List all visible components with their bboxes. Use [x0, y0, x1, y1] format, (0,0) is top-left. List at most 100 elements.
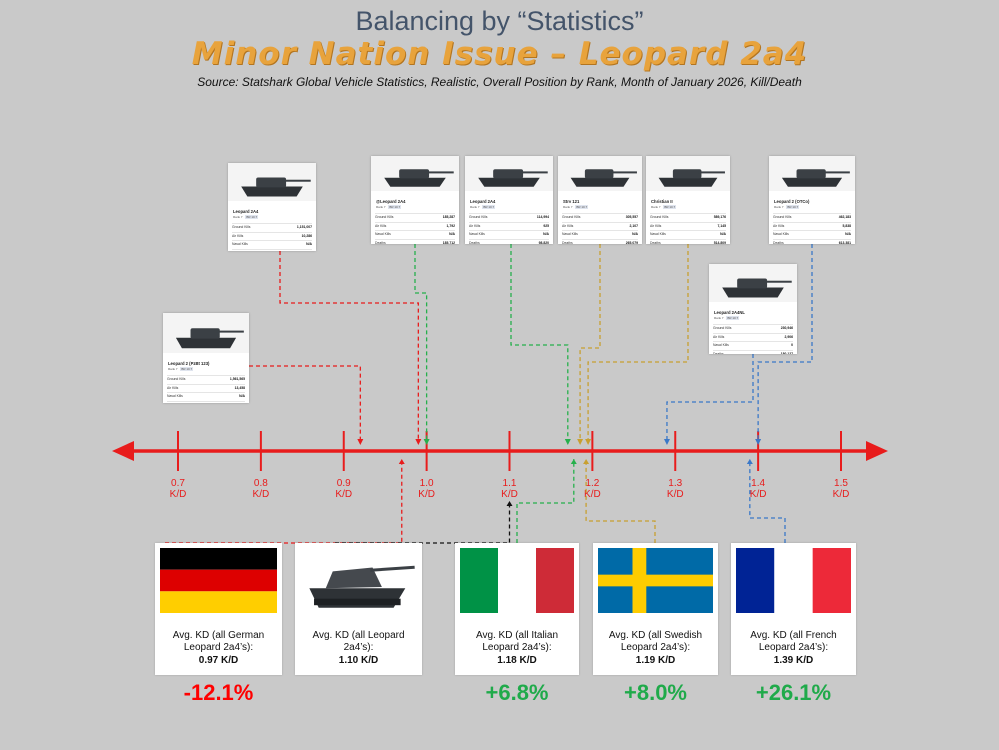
tank-image — [646, 156, 730, 191]
average-connector — [585, 459, 656, 543]
nation-card-italian: Avg. KD (all Italian Leopard 2a4’s): 1.1… — [455, 543, 579, 675]
stat-label: Ground Kills — [562, 215, 581, 219]
vehicle-name: @Leopard 2A4 — [376, 199, 406, 204]
connector-arrowhead — [423, 439, 430, 445]
br-badge: BR 10.7 — [388, 205, 402, 209]
average-arrowhead — [398, 459, 405, 464]
stat-value: N/A — [845, 232, 851, 236]
stat-row: Naval Kills 0 — [713, 341, 793, 350]
br-badge: BR 10.7 — [245, 215, 259, 219]
stat-value: N/A — [449, 232, 455, 236]
stat-row: Deaths 185,712 — [375, 238, 455, 245]
average-connector — [749, 459, 786, 543]
connector-arrowhead — [755, 439, 762, 445]
average-connector — [516, 459, 575, 543]
french-flag-icon — [736, 548, 851, 613]
stat-value: 1,561,565 — [229, 377, 245, 381]
vehicle-card: Leopard 2A4 Rank 7 BR 10.7 Ground Kills 1… — [465, 156, 553, 244]
average-arrowhead — [583, 459, 590, 464]
vehicle-connector — [666, 354, 754, 443]
stat-row: Naval Kills N/A — [232, 240, 312, 249]
tick-label: 1.2 — [585, 478, 599, 489]
tick-unit-label: K/D — [584, 489, 601, 500]
stat-row: Naval Kills N/A — [167, 392, 245, 401]
tick-unit-label: K/D — [750, 489, 767, 500]
chart-title: Balancing by “Statistics” — [355, 6, 644, 36]
stat-value: 1,792 — [446, 223, 456, 228]
vehicle-stats: Ground Kills 305,557 Air Kills 2,107 Naval K… — [562, 213, 638, 244]
stat-label: Naval Kills — [232, 242, 248, 246]
stat-label: Ground Kills — [232, 225, 251, 229]
stat-label: Naval Kills — [375, 232, 391, 236]
tank-image — [465, 156, 553, 191]
connector-arrowhead — [357, 439, 364, 445]
br-badge: BR 10.7 — [726, 316, 740, 320]
stat-label: Deaths — [650, 240, 661, 245]
tank-icon — [309, 565, 415, 608]
vehicle-rank: Rank 7 BR 10.7 — [774, 205, 800, 209]
average-connector — [165, 459, 403, 544]
stat-row: Naval Kills N/A — [469, 230, 549, 239]
stat-label: Air Kills — [469, 223, 481, 228]
stat-label: Naval Kills — [773, 232, 789, 236]
vehicle-stats: Ground Kills 589,176 Air Kills 7,145 Naval K… — [650, 213, 726, 244]
stat-label: Air Kills — [232, 233, 244, 238]
vehicle-card: @Leopard 2A4 Rank 7 BR 10.7 Ground Kills… — [371, 156, 459, 244]
stat-label: Deaths — [375, 240, 386, 245]
vehicle-name: Leopard 2 (OTCo) — [774, 199, 810, 204]
stat-row: Deaths 180,127 — [713, 349, 793, 355]
tick-label: 1.0 — [420, 478, 434, 489]
stat-row: Naval Kills N/A — [650, 230, 726, 239]
vehicle-rank: Rank 7 BR 10.7 — [563, 205, 589, 209]
delta-percent-swedish: +8.0% — [624, 680, 687, 705]
tick-label: 0.8 — [254, 478, 268, 489]
tick-label: 0.9 — [337, 478, 351, 489]
stat-row: Deaths 1,174,946 — [232, 248, 312, 252]
stat-value: 2,906 — [784, 334, 794, 339]
stat-label: Ground Kills — [167, 377, 186, 381]
stat-value: 0 — [791, 343, 793, 347]
stat-value: N/A — [632, 232, 638, 236]
tick-unit-label: K/D — [418, 489, 435, 500]
average-arrowhead — [570, 459, 577, 464]
stat-value: 185,712 — [442, 240, 455, 245]
average-value: 1.19 K/D — [635, 655, 676, 666]
average-label: Avg. KD (all French Leopard 2a4’s): — [750, 630, 837, 653]
vehicle-rank: Rank 7 BR 10.7 — [168, 367, 194, 371]
average-value: 0.97 K/D — [198, 655, 239, 666]
stat-label: Deaths — [713, 351, 724, 355]
stat-row: Deaths 1,457,944 — [167, 400, 245, 403]
vehicle-name: Strv 121 — [563, 199, 580, 204]
stat-row: Air Kills 5,838 — [773, 221, 852, 231]
vehicle-name: Leopard 2A4 — [233, 209, 259, 214]
tick-unit-label: K/D — [667, 489, 684, 500]
stat-value: 613,381 — [838, 240, 851, 245]
vehicle-rank: Rank 7 BR 10.7 — [714, 316, 740, 320]
vehicle-connector — [249, 365, 361, 443]
stat-label: Deaths — [469, 240, 480, 245]
stat-label: Deaths — [773, 240, 784, 245]
stat-value: 1,174,946 — [297, 250, 312, 252]
vehicle-rank: Rank 7 BR 10.7 — [651, 205, 677, 209]
tank-image — [709, 264, 797, 302]
stat-value: N/A — [543, 232, 549, 236]
tank-image — [163, 313, 249, 353]
stat-row: Deaths 613,381 — [773, 238, 851, 245]
br-badge: BR 10.7 — [786, 205, 800, 209]
stat-label: Naval Kills — [167, 394, 183, 398]
stat-label: Ground Kills — [375, 215, 394, 219]
tank-image — [228, 163, 316, 201]
average-connector — [335, 501, 511, 544]
connector-arrowhead — [585, 439, 592, 445]
stat-value: 185,287 — [442, 215, 455, 219]
stat-row: Ground Kills 589,176 — [650, 213, 726, 222]
average-label: Avg. KD (all Italian Leopard 2a4’s): — [475, 630, 559, 653]
stat-row: Naval Kills N/A — [562, 230, 638, 239]
stat-value: 5,838 — [842, 223, 852, 228]
vehicle-stats: Ground Kills 462,183 Air Kills 5,838 Naval K… — [773, 213, 851, 244]
stat-label: Ground Kills — [773, 215, 792, 219]
vehicle-connector — [510, 244, 569, 443]
vehicle-card: Leopard 2A4 Rank 7 BR 10.7 Ground Kills 1… — [228, 163, 316, 251]
stat-row: Deaths 98,820 — [469, 238, 549, 245]
stat-value: N/A — [306, 242, 312, 246]
